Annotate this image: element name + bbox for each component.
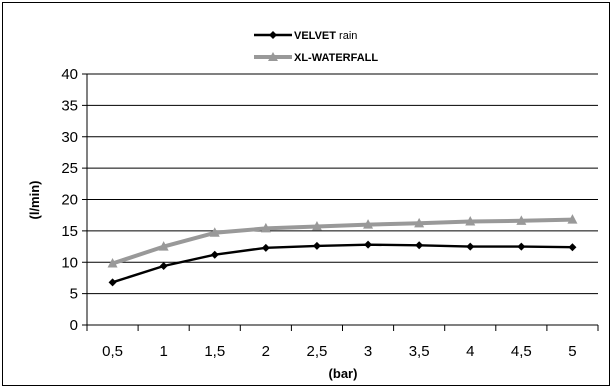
data-point-diamond — [261, 243, 270, 252]
grid-layer — [87, 73, 598, 295]
x-tick-label: 2,5 — [307, 343, 328, 360]
series-layer — [107, 214, 578, 287]
data-point-diamond — [159, 262, 168, 271]
data-point-triangle — [363, 219, 374, 229]
y-tick-label: 30 — [61, 129, 78, 146]
legend-entry-0: VELVET rain — [254, 30, 357, 42]
data-point-diamond — [415, 241, 424, 250]
data-point-triangle — [260, 222, 271, 233]
data-point-triangle — [311, 220, 322, 231]
chart-outer-border — [2, 2, 610, 386]
legend-marker-diamond — [269, 31, 277, 39]
data-point-diamond — [312, 241, 321, 250]
data-point-diamond — [108, 278, 117, 287]
data-point-diamond — [210, 250, 219, 259]
x-tick-label: 2 — [262, 343, 270, 360]
data-point-triangle — [158, 241, 169, 251]
data-point-triangle — [516, 215, 527, 225]
y-tick-label: 25 — [61, 160, 78, 177]
legend-label-velvet-bold: VELVET — [294, 30, 336, 42]
x-axis-title: (bar) — [329, 366, 358, 381]
y-tick-label: 20 — [61, 192, 78, 209]
data-point-diamond — [466, 242, 475, 251]
legend-label-xl-waterfall-bold: XL-WATERFALL — [294, 52, 378, 64]
x-tick-label: 0,5 — [102, 343, 123, 360]
x-tick-label: 5 — [568, 343, 576, 360]
x-tick-label: 3 — [364, 343, 372, 360]
y-tick-label: 0 — [70, 317, 78, 334]
legend-label-velvet: VELVET rain — [294, 30, 357, 42]
series-line-velvet — [112, 243, 573, 284]
x-tick-label: 1 — [159, 343, 167, 360]
series-line-xl-waterfall — [111, 217, 573, 266]
y-tick-label: 35 — [61, 97, 78, 114]
y-tick-label: 10 — [61, 254, 78, 271]
data-point-triangle — [414, 217, 425, 228]
x-tick-label: 1,5 — [204, 343, 225, 360]
x-tick-label: 3,5 — [409, 343, 430, 360]
data-point-diamond — [568, 243, 577, 252]
y-tick-label: 40 — [61, 66, 78, 83]
data-point-triangle — [107, 258, 118, 268]
data-point-diamond — [364, 240, 373, 249]
legend-entry-1: XL-WATERFALL — [254, 52, 378, 64]
legend-marker-triangle — [268, 52, 278, 61]
y-tick-label: 15 — [61, 223, 78, 240]
y-axis-title: (l/min) — [27, 181, 42, 220]
data-point-triangle — [209, 227, 220, 237]
legend: VELVET rain XL-WATERFALL — [254, 30, 378, 64]
axis-layer: 0 5 10 15 20 25 30 35 40 0,5 1 1,5 2 2,5 3 3,5 4 4,5 5 — [61, 66, 599, 360]
data-point-triangle — [567, 214, 578, 224]
y-tick-label: 5 — [70, 286, 78, 303]
x-tick-label: 4 — [466, 343, 474, 360]
legend-label-xl-waterfall: XL-WATERFALL — [294, 52, 378, 64]
data-point-diamond — [517, 242, 526, 251]
data-point-triangle — [465, 215, 476, 226]
x-tick-label: 4,5 — [511, 343, 532, 360]
legend-label-velvet-rest: rain — [336, 30, 357, 42]
